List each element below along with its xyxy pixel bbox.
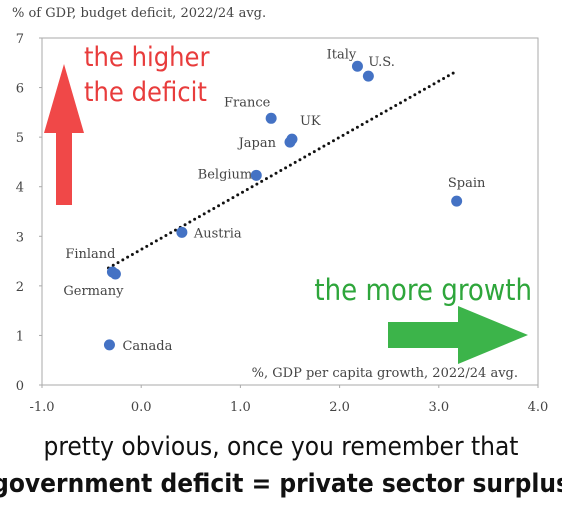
point bbox=[451, 195, 463, 207]
y-axis-label: % of GDP, budget deficit, 2022/24 avg. bbox=[12, 6, 266, 21]
point-label: Austria bbox=[193, 226, 242, 241]
point-label: Japan bbox=[237, 136, 277, 151]
point-label: Italy bbox=[327, 47, 357, 62]
trendline bbox=[106, 70, 457, 270]
x-tick-label: 2.0 bbox=[329, 400, 350, 415]
x-tick-label: 0.0 bbox=[131, 400, 152, 415]
point-label: Canada bbox=[122, 339, 172, 354]
y-tick-label: 5 bbox=[16, 131, 24, 146]
y-tick-label: 3 bbox=[16, 230, 24, 245]
caption: government deficit = private sector surp… bbox=[0, 469, 562, 499]
point bbox=[176, 226, 188, 238]
point bbox=[109, 268, 121, 280]
y-tick-label: 4 bbox=[16, 181, 24, 196]
point-label: France bbox=[224, 95, 271, 110]
x-axis-label: %, GDP per capita growth, 2022/24 avg. bbox=[252, 366, 518, 381]
y-tick-label: 2 bbox=[16, 280, 24, 295]
point bbox=[284, 136, 296, 148]
x-tick-label: 1.0 bbox=[230, 400, 251, 415]
point bbox=[250, 169, 262, 181]
point-label: Spain bbox=[448, 176, 486, 191]
point bbox=[265, 112, 277, 124]
point-label: Finland bbox=[65, 247, 115, 262]
plot-frame bbox=[41, 37, 539, 386]
caption: pretty obvious, once you remember that bbox=[44, 432, 519, 462]
point-label: U.S. bbox=[368, 55, 394, 70]
up-arrow bbox=[44, 64, 84, 205]
right-arrow bbox=[388, 306, 528, 364]
point bbox=[103, 339, 115, 351]
point-label: Germany bbox=[63, 284, 124, 299]
y-tick-label: 7 bbox=[16, 32, 24, 47]
y-tick-label: 0 bbox=[16, 379, 24, 394]
y-tick-label: 6 bbox=[16, 82, 24, 97]
annotation-up: the higher bbox=[84, 42, 210, 73]
y-tick-label: 1 bbox=[16, 329, 24, 344]
point bbox=[351, 60, 363, 72]
x-tick-label: 4.0 bbox=[528, 400, 549, 415]
point-label: UK bbox=[300, 114, 321, 129]
point-label: Belgium bbox=[198, 167, 253, 182]
point bbox=[362, 70, 374, 82]
x-tick-label: -1.0 bbox=[29, 400, 54, 415]
x-tick-label: 3.0 bbox=[428, 400, 449, 415]
annotation-right: the more growth bbox=[314, 273, 532, 307]
annotation-up: the deficit bbox=[84, 77, 207, 108]
